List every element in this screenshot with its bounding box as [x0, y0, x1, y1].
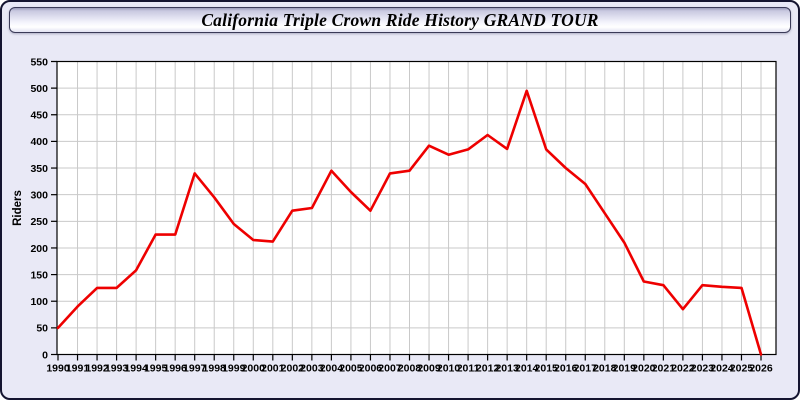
x-tick-label: 2010 — [437, 363, 461, 375]
x-tick-label: 1991 — [66, 363, 90, 375]
y-tick-label: 250 — [30, 216, 48, 228]
y-tick-label: 350 — [30, 163, 48, 175]
x-tick-label: 2009 — [417, 363, 441, 375]
x-tick-label: 2024 — [710, 363, 734, 375]
chart-title: California Triple Crown Ride History GRA… — [201, 9, 599, 30]
x-tick-label: 2006 — [359, 363, 383, 375]
x-tick-label: 2005 — [339, 363, 363, 375]
x-tick-label: 2019 — [613, 363, 637, 375]
y-tick-label: 100 — [30, 296, 48, 308]
y-tick-label: 50 — [36, 323, 48, 335]
x-tick-label: 2020 — [632, 363, 656, 375]
x-tick-label: 2011 — [457, 363, 480, 375]
y-tick-label: 200 — [30, 243, 48, 255]
x-tick-label: 2004 — [320, 363, 344, 375]
x-tick-label: 1996 — [163, 363, 187, 375]
x-tick-label: 2000 — [242, 363, 266, 375]
y-tick-label: 300 — [30, 189, 48, 201]
plot-background — [57, 61, 776, 355]
x-tick-label: 1990 — [46, 363, 70, 375]
x-tick-label: 2021 — [652, 363, 676, 375]
x-tick-label: 1999 — [222, 363, 246, 375]
x-tick-label: 2016 — [554, 363, 578, 375]
x-tick-label: 1992 — [85, 363, 109, 375]
x-tick-label: 1995 — [144, 363, 168, 375]
y-tick-label: 450 — [30, 110, 48, 122]
x-tick-label: 2008 — [398, 363, 422, 375]
x-tick-label: 1998 — [203, 363, 227, 375]
x-tick-label: 2023 — [691, 363, 715, 375]
y-tick-label: 400 — [30, 136, 48, 148]
x-tick-label: 2017 — [574, 363, 598, 375]
x-tick-label: 1993 — [105, 363, 129, 375]
x-tick-label: 2018 — [593, 363, 617, 375]
x-tick-label: 2022 — [671, 363, 695, 375]
x-tick-label: 2007 — [378, 363, 402, 375]
x-tick-label: 2026 — [749, 363, 773, 375]
x-tick-label: 2014 — [515, 363, 539, 375]
y-tick-label: 0 — [42, 349, 48, 361]
x-tick-label: 2012 — [476, 363, 500, 375]
y-tick-label: 150 — [30, 269, 48, 281]
data-line-riders — [56, 89, 763, 356]
x-tick-label: 1997 — [183, 363, 207, 375]
title-bar: California Triple Crown Ride History GRA… — [9, 7, 791, 33]
y-tick-label: 550 — [30, 56, 48, 68]
x-tick-label: 2025 — [730, 363, 754, 375]
x-tick-label: 2015 — [535, 363, 559, 375]
x-tick-label: 2003 — [300, 363, 324, 375]
y-tick-label: 500 — [30, 83, 48, 95]
plot-border — [56, 60, 777, 356]
x-tick-label: 2001 — [261, 363, 285, 375]
x-tick-label: 2002 — [281, 363, 305, 375]
plot-layer: 0501001502002503003504004505005501990199… — [30, 56, 777, 375]
x-tick-label: 2013 — [495, 363, 519, 375]
x-tick-label: 1994 — [124, 363, 148, 375]
y-axis-title: Riders — [12, 190, 24, 226]
